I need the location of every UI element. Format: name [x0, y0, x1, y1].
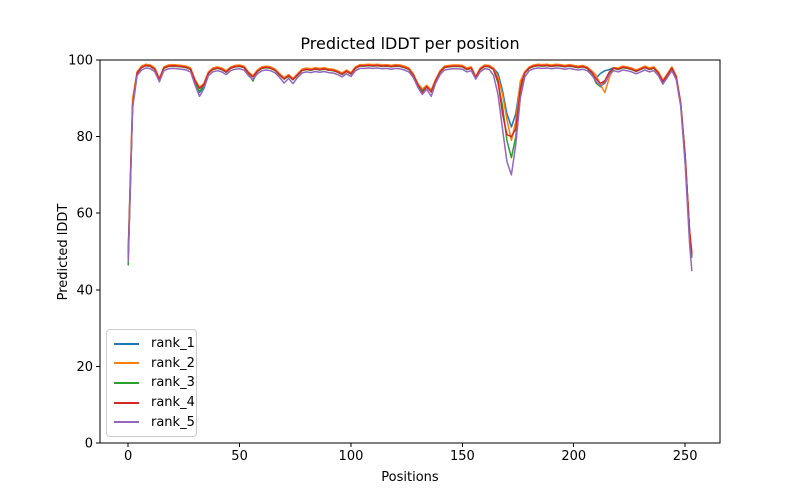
legend-line-icon: [114, 421, 139, 424]
y-tick-label: 0: [85, 437, 93, 452]
legend-label: rank_5: [151, 414, 195, 430]
legend-item-rank_1: rank_1: [114, 336, 195, 351]
legend-line-icon: [114, 401, 139, 404]
legend-item-rank_5: rank_5: [114, 415, 195, 430]
x-tick-label: 150: [450, 449, 475, 464]
chart-title: Predicted lDDT per position: [300, 34, 519, 53]
legend: rank_1 rank_2 rank_3 rank_4 rank_5: [106, 329, 197, 437]
axis-ticks: 0 50 100 150 200 250 0 20 40 60 80 100: [68, 54, 697, 465]
legend-line-icon: [114, 381, 139, 384]
y-tick-label: 60: [76, 207, 93, 222]
legend-item-rank_4: rank_4: [114, 395, 195, 410]
series-lines: [127, 63, 693, 272]
y-tick-label: 20: [76, 360, 93, 375]
series-line-rank_3: [127, 64, 693, 266]
series-line-rank_1: [127, 64, 693, 258]
legend-item-rank_3: rank_3: [114, 375, 195, 390]
x-tick-label: 0: [124, 449, 132, 464]
y-tick-label: 40: [76, 283, 93, 298]
x-tick-label: 50: [231, 449, 248, 464]
series-line-rank_5: [127, 67, 693, 272]
plot-area-border: [99, 59, 721, 444]
legend-line-icon: [114, 362, 139, 365]
legend-line-icon: [114, 342, 139, 345]
x-tick-label: 100: [339, 449, 364, 464]
y-axis-label: Predicted lDDT: [56, 204, 71, 301]
legend-label: rank_2: [151, 355, 195, 371]
legend-item-rank_2: rank_2: [114, 356, 195, 371]
series-line-rank_2: [127, 63, 693, 253]
x-axis-label: Positions: [381, 470, 439, 485]
legend-label: rank_1: [151, 336, 195, 352]
legend-label: rank_4: [151, 395, 195, 411]
legend-label: rank_3: [151, 375, 195, 391]
x-tick-label: 200: [561, 449, 586, 464]
y-tick-label: 100: [68, 54, 93, 69]
series-line-rank_4: [127, 64, 693, 255]
y-tick-label: 80: [76, 130, 93, 145]
x-tick-label: 250: [673, 449, 698, 464]
